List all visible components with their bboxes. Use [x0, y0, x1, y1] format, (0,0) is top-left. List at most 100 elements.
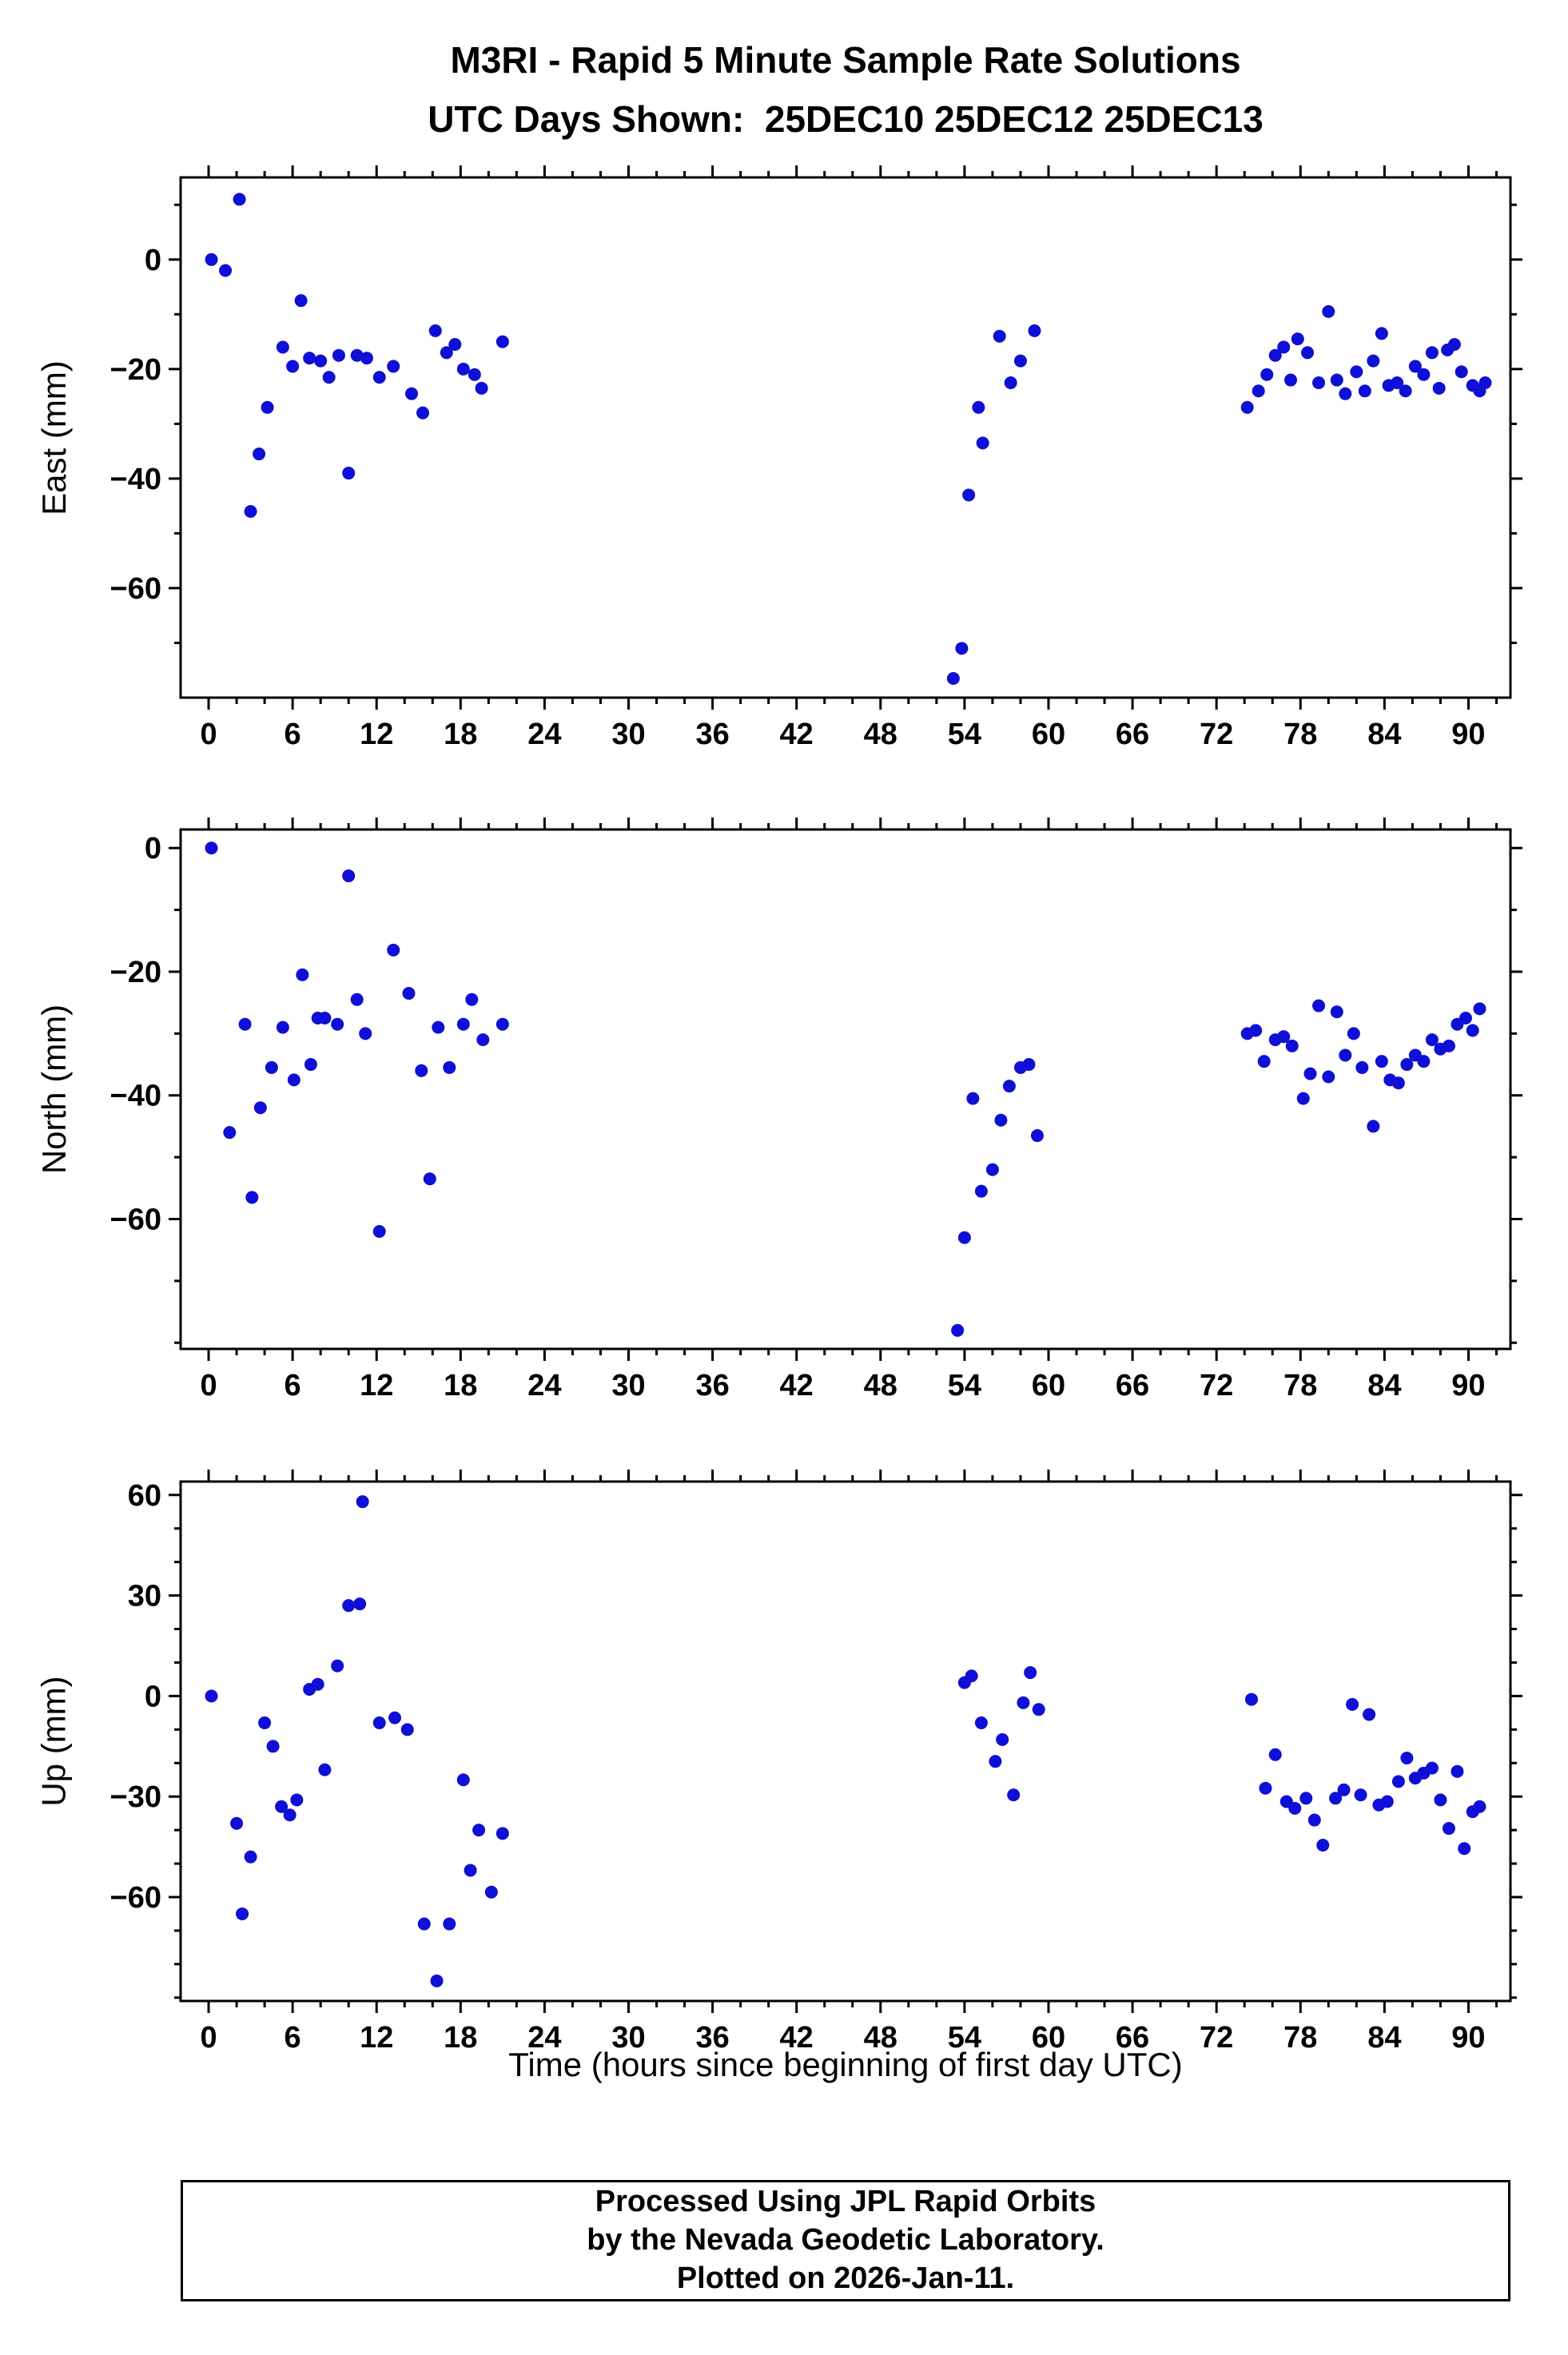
x-tick-label: 6	[285, 718, 301, 751]
x-tick-label: 84	[1367, 2021, 1401, 2055]
data-point	[443, 1060, 456, 1074]
data-point	[331, 1659, 344, 1673]
data-point	[1032, 1703, 1045, 1717]
data-point	[1322, 1070, 1335, 1084]
data-point	[303, 352, 316, 365]
data-point	[1244, 1693, 1258, 1706]
y-tick-label: 0	[145, 1680, 161, 1713]
data-point	[1400, 1751, 1414, 1764]
data-point	[1312, 376, 1326, 389]
data-point	[456, 1017, 470, 1031]
data-point	[359, 1027, 372, 1040]
x-tick-label: 36	[695, 2021, 729, 2055]
data-point	[388, 1711, 401, 1724]
data-point	[1013, 354, 1027, 368]
data-point	[432, 1020, 445, 1034]
data-point	[1249, 1024, 1263, 1037]
data-point	[290, 1793, 304, 1807]
data-point	[1473, 1002, 1486, 1016]
data-point	[1299, 1792, 1313, 1805]
data-point	[1447, 338, 1461, 352]
data-point	[985, 1163, 999, 1176]
data-point	[372, 1224, 386, 1238]
data-point	[1355, 1060, 1369, 1074]
y-tick-label: 60	[128, 1479, 161, 1513]
data-point	[1417, 368, 1431, 381]
x-tick-label: 66	[1116, 2021, 1149, 2055]
data-point	[1268, 1748, 1282, 1761]
data-point	[322, 371, 336, 384]
data-point	[1268, 348, 1282, 362]
up-scatter-chart: 0 6 12 18 24 30 36 42 48 54 60 66 72 78 84 90 60 30 0 −30 −6…	[110, 1470, 1522, 2055]
data-point	[276, 1020, 289, 1034]
data-point	[1346, 1697, 1359, 1711]
up-axis-label-wrap: Up (mm)	[22, 1482, 86, 2001]
data-point	[951, 1323, 965, 1337]
data-point	[946, 672, 960, 686]
data-point	[1007, 1788, 1021, 1802]
data-point	[989, 1755, 1002, 1768]
data-point	[296, 968, 309, 981]
data-point	[387, 360, 400, 373]
data-point	[1375, 1055, 1388, 1068]
data-point	[1252, 384, 1265, 398]
data-point	[993, 329, 1006, 343]
data-point	[415, 1064, 428, 1077]
x-tick-label: 30	[611, 718, 645, 751]
data-point	[253, 448, 266, 461]
data-point	[1375, 327, 1388, 340]
data-point	[353, 1597, 367, 1611]
footer-line-3: Plotted on 2026-Jan-11.	[676, 2261, 1015, 2295]
x-tick-label: 42	[780, 2021, 814, 2055]
data-point	[1417, 1055, 1431, 1068]
data-point	[1451, 1764, 1464, 1778]
data-point	[443, 1917, 456, 1931]
data-point	[1358, 384, 1371, 398]
data-point	[1400, 1058, 1414, 1072]
data-point	[1288, 1801, 1302, 1815]
tick-labels: 0 6 12 18 24 30 36 42 48 54 60 66 72 78 84 90 0 −20 −40 −60	[110, 244, 1486, 751]
data-point	[1380, 1795, 1394, 1808]
data-point	[1466, 1024, 1479, 1037]
data-point	[1329, 1792, 1343, 1805]
data-point	[1296, 1092, 1310, 1105]
x-tick-label: 12	[360, 2021, 393, 2055]
data-point	[230, 1816, 244, 1830]
x-tick-label: 54	[948, 1369, 981, 1402]
y-tick-label: −60	[110, 572, 161, 606]
data-point	[476, 1033, 490, 1047]
footer-box: Processed Using JPL Rapid Orbits by the …	[181, 2180, 1510, 2301]
data-point	[1339, 387, 1352, 400]
data-point	[276, 340, 289, 354]
data-point	[976, 436, 989, 450]
y-tick-label: 0	[145, 832, 161, 865]
x-tick-label: 48	[864, 1369, 897, 1402]
y-tick-label: 30	[128, 1580, 161, 1613]
data-point	[223, 1126, 237, 1140]
data-point	[287, 1073, 300, 1087]
data-point	[265, 1060, 278, 1074]
data-point	[1434, 1793, 1447, 1807]
y-tick-label: −20	[110, 956, 161, 989]
x-tick-label: 36	[695, 1369, 729, 1402]
data-point	[372, 371, 386, 384]
data-point	[400, 1723, 414, 1736]
data-point	[1455, 365, 1468, 379]
data-point	[283, 1808, 296, 1822]
x-tick-label: 12	[360, 718, 393, 751]
data-point	[484, 1885, 498, 1899]
data-point	[1391, 1775, 1405, 1788]
x-tick-label: 18	[444, 1369, 477, 1402]
data-point	[318, 1012, 332, 1025]
x-tick-label: 18	[444, 2021, 477, 2055]
plot-frame	[179, 176, 1512, 699]
data-point	[311, 1677, 324, 1691]
data-point	[1004, 376, 1017, 389]
data-point	[1459, 1012, 1472, 1025]
data-point	[1259, 1781, 1272, 1795]
data-point	[972, 400, 985, 414]
x-tick-label: 60	[1032, 718, 1065, 751]
data-point	[456, 1773, 470, 1787]
data-point	[372, 1716, 386, 1729]
x-tick-label: 42	[780, 1369, 814, 1402]
